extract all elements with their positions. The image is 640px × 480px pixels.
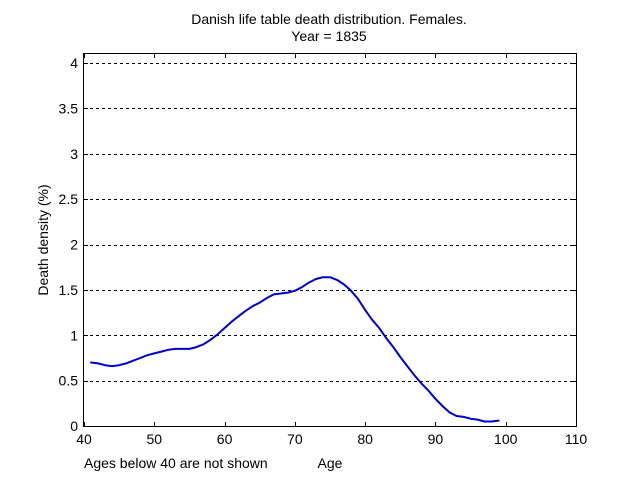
- x-tick-label: 70: [287, 431, 303, 447]
- y-tick-label: 3.5: [59, 100, 79, 116]
- x-axis-label: Age: [318, 455, 343, 471]
- x-tick-label: 110: [565, 431, 588, 447]
- y-axis-label: Death density (%): [35, 184, 51, 295]
- y-tick-label: 2: [70, 237, 78, 253]
- chart-title: Danish life table death distribution. Fe…: [191, 11, 466, 27]
- x-tick-label: 100: [494, 431, 518, 447]
- chart-subtitle: Year = 1835: [291, 28, 367, 44]
- y-tick-label: 1: [70, 327, 78, 343]
- y-tick-label: 1.5: [59, 282, 79, 298]
- x-tick-label: 80: [357, 431, 373, 447]
- x-tick-label: 60: [217, 431, 233, 447]
- y-tick-label: 0.5: [59, 373, 79, 389]
- y-ticks: 0 0.5 1 1.5 2 2.5 3 3.5 4: [59, 55, 576, 434]
- annotation-note: Ages below 40 are not shown: [84, 455, 268, 471]
- y-tick-label: 4: [70, 55, 78, 71]
- grid-lines: [84, 63, 576, 382]
- x-tick-label: 90: [428, 431, 444, 447]
- x-tick-label: 40: [76, 431, 92, 447]
- x-ticks: 40 50 60 70 80 90 100 110: [76, 54, 587, 447]
- y-tick-label: 2.5: [59, 191, 79, 207]
- series-layer: [90, 276, 500, 423]
- plot-frame: [83, 53, 577, 427]
- y-tick-label: 3: [70, 146, 78, 162]
- y-tick-label: 0: [70, 418, 78, 434]
- x-tick-label: 50: [146, 431, 162, 447]
- series-line: [90, 276, 500, 423]
